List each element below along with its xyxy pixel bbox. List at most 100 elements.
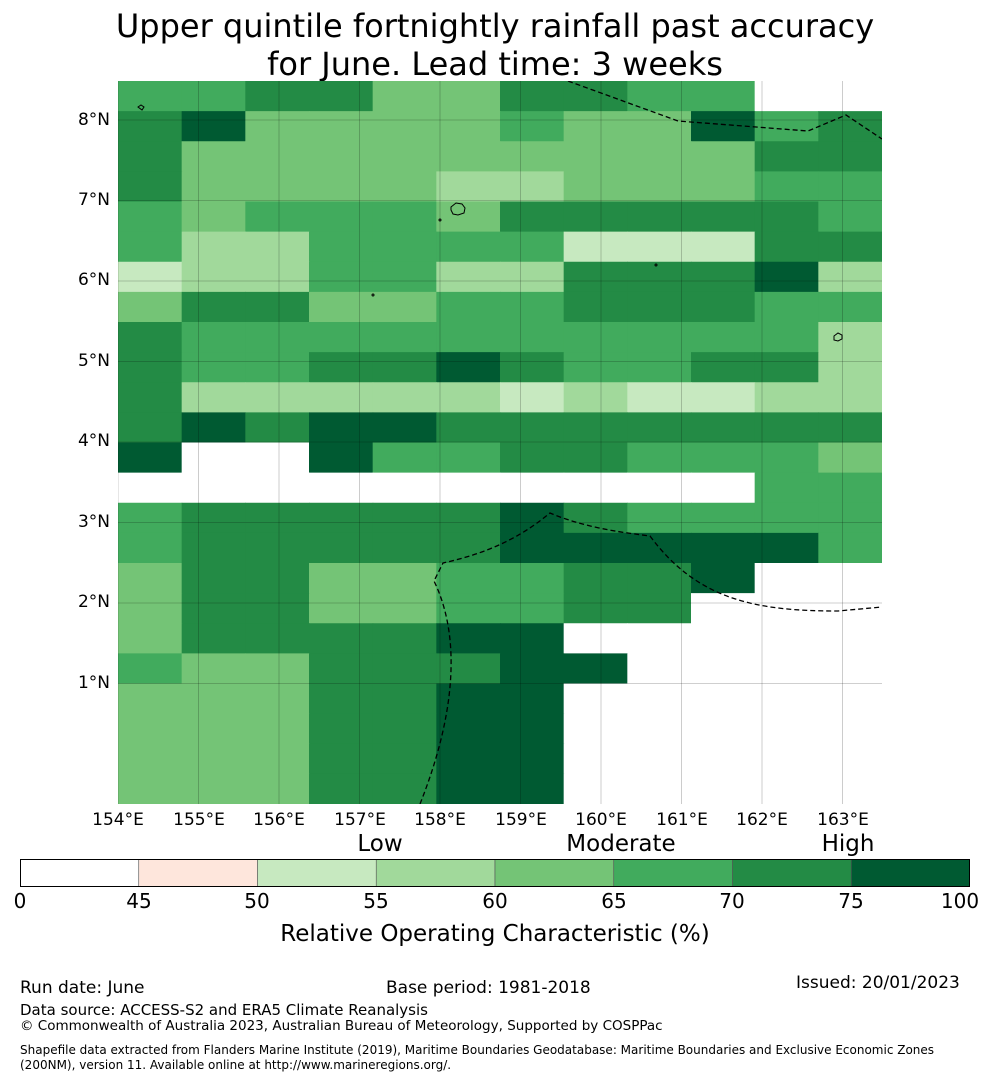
- roc-grid-cell: [309, 352, 374, 383]
- roc-grid-cell: [245, 442, 310, 474]
- roc-grid-cell: [118, 472, 183, 504]
- roc-grid-cell: [500, 653, 565, 685]
- roc-grid-cell: [245, 141, 310, 172]
- roc-grid-cell: [372, 201, 437, 233]
- roc-grid-cell: [754, 352, 819, 383]
- roc-grid-cell: [563, 683, 628, 715]
- roc-grid-cell: [563, 653, 628, 685]
- issued-date: Issued: 20/01/2023: [796, 973, 960, 993]
- roc-grid-cell: [245, 171, 310, 203]
- colorbar-tick: 65: [601, 889, 627, 913]
- roc-grid-cell: [754, 442, 819, 474]
- roc-grid-cell: [691, 382, 756, 413]
- roc-grid-cell: [691, 683, 756, 715]
- roc-grid-cell: [818, 141, 882, 172]
- roc-grid-cell: [818, 713, 882, 745]
- roc-grid-cell: [118, 201, 183, 233]
- colorbar-tick: 70: [719, 889, 745, 913]
- roc-grid-cell: [691, 653, 756, 685]
- lon-label: 157°E: [334, 810, 386, 830]
- roc-grid-cell: [754, 382, 819, 413]
- roc-grid-cell: [691, 111, 756, 142]
- roc-grid-cell: [818, 81, 882, 112]
- roc-grid-cell: [372, 442, 437, 474]
- roc-grid-cell: [372, 563, 437, 594]
- map-title-line1: Upper quintile fortnightly rainfall past…: [115, 7, 875, 45]
- lat-label: 6°N: [77, 270, 110, 290]
- roc-grid-cell: [754, 653, 819, 685]
- roc-grid-cell: [118, 713, 183, 745]
- shapefile-credit-line2: (200NM), version 11. Available online at…: [20, 1058, 452, 1072]
- roc-grid-cell: [436, 261, 501, 293]
- roc-grid-cell: [563, 171, 628, 203]
- roc-grid-cell: [818, 322, 882, 353]
- roc-grid-cell: [118, 291, 183, 323]
- roc-grid-cell: [118, 743, 183, 775]
- roc-grid-cell: [118, 352, 183, 383]
- lat-label: 2°N: [77, 592, 110, 612]
- lon-label: 162°E: [736, 810, 788, 830]
- roc-grid-cell: [500, 683, 565, 715]
- roc-grid-cell: [309, 593, 374, 624]
- roc-grid-cell: [563, 412, 628, 444]
- roc-grid-cell: [500, 291, 565, 323]
- roc-grid-cell: [563, 593, 628, 624]
- roc-grid-cell: [309, 412, 374, 444]
- roc-grid-cell: [691, 532, 756, 564]
- roc-grid-cell: [691, 141, 756, 172]
- roc-grid-cell: [754, 713, 819, 745]
- roc-grid-cell: [309, 683, 374, 715]
- roc-grid-cell: [372, 683, 437, 715]
- roc-grid-cell: [372, 171, 437, 203]
- roc-grid-cell: [245, 743, 310, 775]
- roc-grid-cell: [500, 261, 565, 293]
- roc-grid-cell: [118, 171, 183, 203]
- roc-grid-cell: [500, 171, 565, 203]
- roc-grid-cell: [563, 382, 628, 413]
- roc-grid-cell: [436, 502, 501, 534]
- roc-grid-cell: [818, 472, 882, 504]
- roc-grid-cell: [500, 593, 565, 624]
- roc-grid-cell: [181, 502, 246, 534]
- roc-map: [118, 81, 882, 804]
- roc-grid-cell: [181, 231, 246, 263]
- roc-grid-cell: [372, 231, 437, 263]
- roc-grid-cell: [563, 231, 628, 263]
- roc-grid-cell: [563, 261, 628, 293]
- lat-label: 4°N: [77, 431, 110, 451]
- roc-grid-cell: [563, 532, 628, 564]
- roc-grid-cell: [500, 111, 565, 142]
- colorbar-tick: 50: [244, 889, 270, 913]
- roc-grid-cell: [372, 653, 437, 685]
- roc-grid-cell: [500, 201, 565, 233]
- roc-grid-cell: [245, 291, 310, 323]
- roc-grid-cell: [436, 683, 501, 715]
- roc-grid-cell: [500, 563, 565, 594]
- roc-grid-cell: [181, 593, 246, 624]
- colorbar-segment: [732, 859, 852, 887]
- roc-grid-cell: [181, 743, 246, 775]
- roc-grid-cell: [245, 773, 310, 804]
- roc-grid-cell: [500, 442, 565, 474]
- roc-grid-cell: [754, 231, 819, 263]
- colorbar-label: Relative Operating Characteristic (%): [280, 921, 710, 947]
- roc-grid-cell: [309, 713, 374, 745]
- islet-2: [654, 263, 658, 267]
- roc-grid-cell: [181, 623, 246, 654]
- roc-grid-cell: [436, 743, 501, 775]
- roc-grid-cell: [627, 713, 692, 745]
- roc-grid-cell: [754, 472, 819, 504]
- roc-grid-cell: [436, 322, 501, 353]
- roc-grid-cell: [627, 171, 692, 203]
- roc-grid-cell: [118, 683, 183, 715]
- roc-grid-cell: [372, 81, 437, 112]
- roc-grid-cell: [245, 502, 310, 534]
- roc-grid-cell: [818, 683, 882, 715]
- category-high-label: High: [821, 831, 875, 857]
- roc-grid-cell: [627, 382, 692, 413]
- lat-lon-gridlines: [118, 81, 882, 804]
- colorbar-segment: [850, 859, 970, 887]
- colorbar-tick: 0: [13, 889, 27, 913]
- roc-grid-cell: [818, 442, 882, 474]
- roc-grid-cell: [754, 261, 819, 293]
